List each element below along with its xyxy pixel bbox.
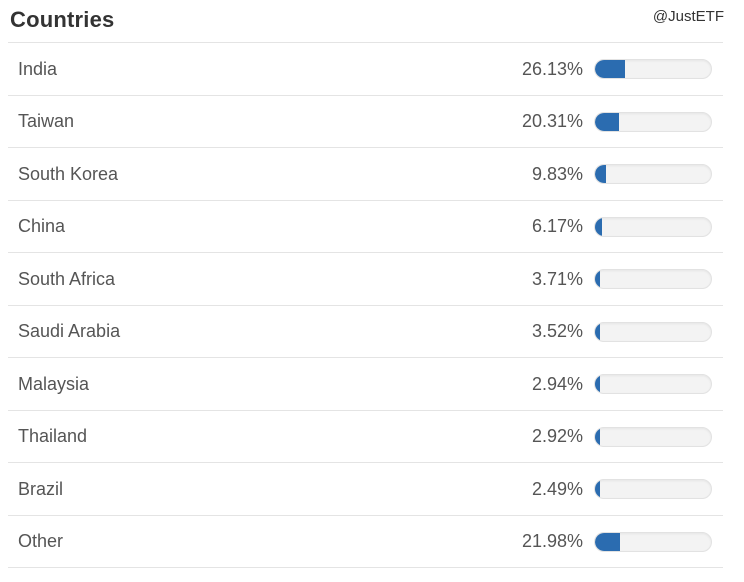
percent-value: 9.83%	[531, 163, 583, 184]
page-title: Countries	[10, 6, 115, 32]
progress-bar-track	[594, 164, 712, 185]
table-row: Thailand 2.92%	[0, 411, 744, 464]
percent-value: 2.49%	[531, 478, 583, 499]
country-label: Other	[18, 531, 64, 552]
country-label: Taiwan	[18, 111, 75, 132]
table-row: Taiwan 20.31%	[0, 96, 744, 149]
progress-bar-fill	[595, 165, 607, 184]
progress-bar-track	[594, 531, 712, 552]
country-label: South Africa	[18, 268, 116, 289]
progress-bar-track	[594, 321, 712, 342]
widget-header: Countries @JustETF	[0, 0, 744, 43]
country-label: Brazil	[18, 478, 64, 499]
progress-bar-fill	[595, 480, 600, 499]
percent-value: 26.13%	[521, 58, 583, 79]
table-row: China 6.17%	[0, 201, 744, 254]
percent-value: 2.92%	[531, 426, 583, 447]
country-label: Thailand	[18, 426, 88, 447]
countries-list: India 26.13% Taiwan 20.31% South Korea 9…	[0, 43, 744, 568]
table-row: South Africa 3.71%	[0, 253, 744, 306]
progress-bar-fill	[595, 375, 600, 394]
progress-bar-track	[594, 374, 712, 395]
progress-bar-track	[594, 426, 712, 447]
progress-bar-track	[594, 59, 712, 80]
progress-bar-fill	[595, 427, 600, 446]
percent-value: 20.31%	[521, 111, 583, 132]
progress-bar-fill	[595, 270, 600, 289]
country-label: Malaysia	[18, 373, 90, 394]
progress-bar-fill	[595, 112, 619, 131]
percent-value: 3.52%	[531, 321, 583, 342]
percent-value: 2.94%	[531, 373, 583, 394]
country-label: South Korea	[18, 163, 119, 184]
table-row: Saudi Arabia 3.52%	[0, 306, 744, 359]
progress-bar-track	[594, 269, 712, 290]
table-row: Malaysia 2.94%	[0, 358, 744, 411]
progress-bar-fill	[595, 532, 621, 551]
progress-bar-fill	[595, 322, 600, 341]
table-row: Other 21.98%	[0, 516, 744, 569]
table-row: Brazil 2.49%	[0, 463, 744, 516]
percent-value: 6.17%	[531, 216, 583, 237]
table-row: South Korea 9.83%	[0, 148, 744, 201]
progress-bar-track	[594, 479, 712, 500]
progress-bar-fill	[595, 217, 603, 236]
table-row: India 26.13%	[0, 43, 744, 96]
percent-value: 21.98%	[521, 531, 583, 552]
justetf-watermark: @JustETF	[652, 8, 724, 25]
country-label: China	[18, 216, 66, 237]
percent-value: 3.71%	[531, 268, 583, 289]
progress-bar-track	[594, 216, 712, 237]
country-label: Saudi Arabia	[18, 321, 121, 342]
country-label: India	[18, 58, 58, 79]
progress-bar-track	[594, 111, 712, 132]
progress-bar-fill	[595, 60, 626, 79]
